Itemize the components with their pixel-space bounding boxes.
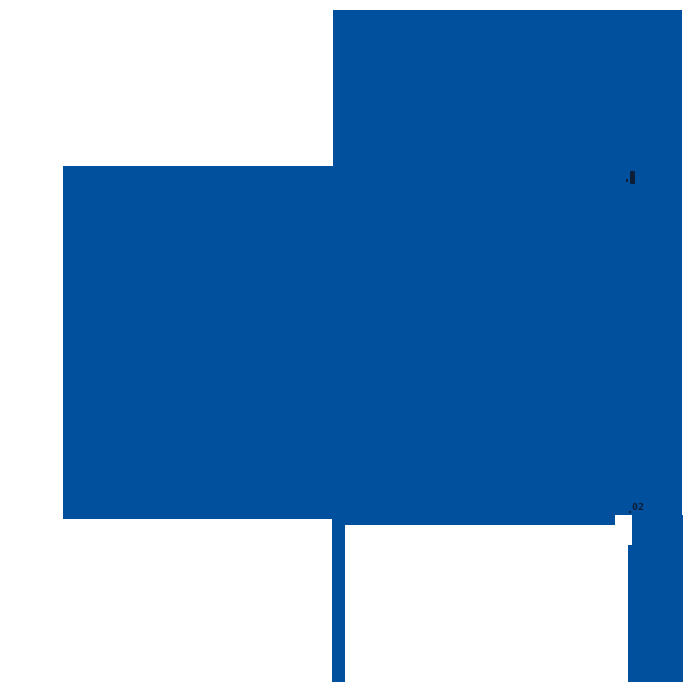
- tiny-glyph-artifact-top-bar-icon: [630, 171, 635, 184]
- stair-step-notch: [615, 515, 632, 545]
- tiny-glyph-artifact-top-dot-icon: [626, 179, 628, 182]
- tiny-glyph-artifact-bottom-text: 02: [632, 502, 645, 513]
- tiny-glyph-artifact-bottom-dot-icon: [629, 511, 631, 513]
- large-left-blue-block: [63, 166, 333, 519]
- large-right-blue-block: [333, 10, 682, 525]
- thin-descending-bar: [332, 519, 345, 682]
- bottom-right-column: [628, 515, 683, 682]
